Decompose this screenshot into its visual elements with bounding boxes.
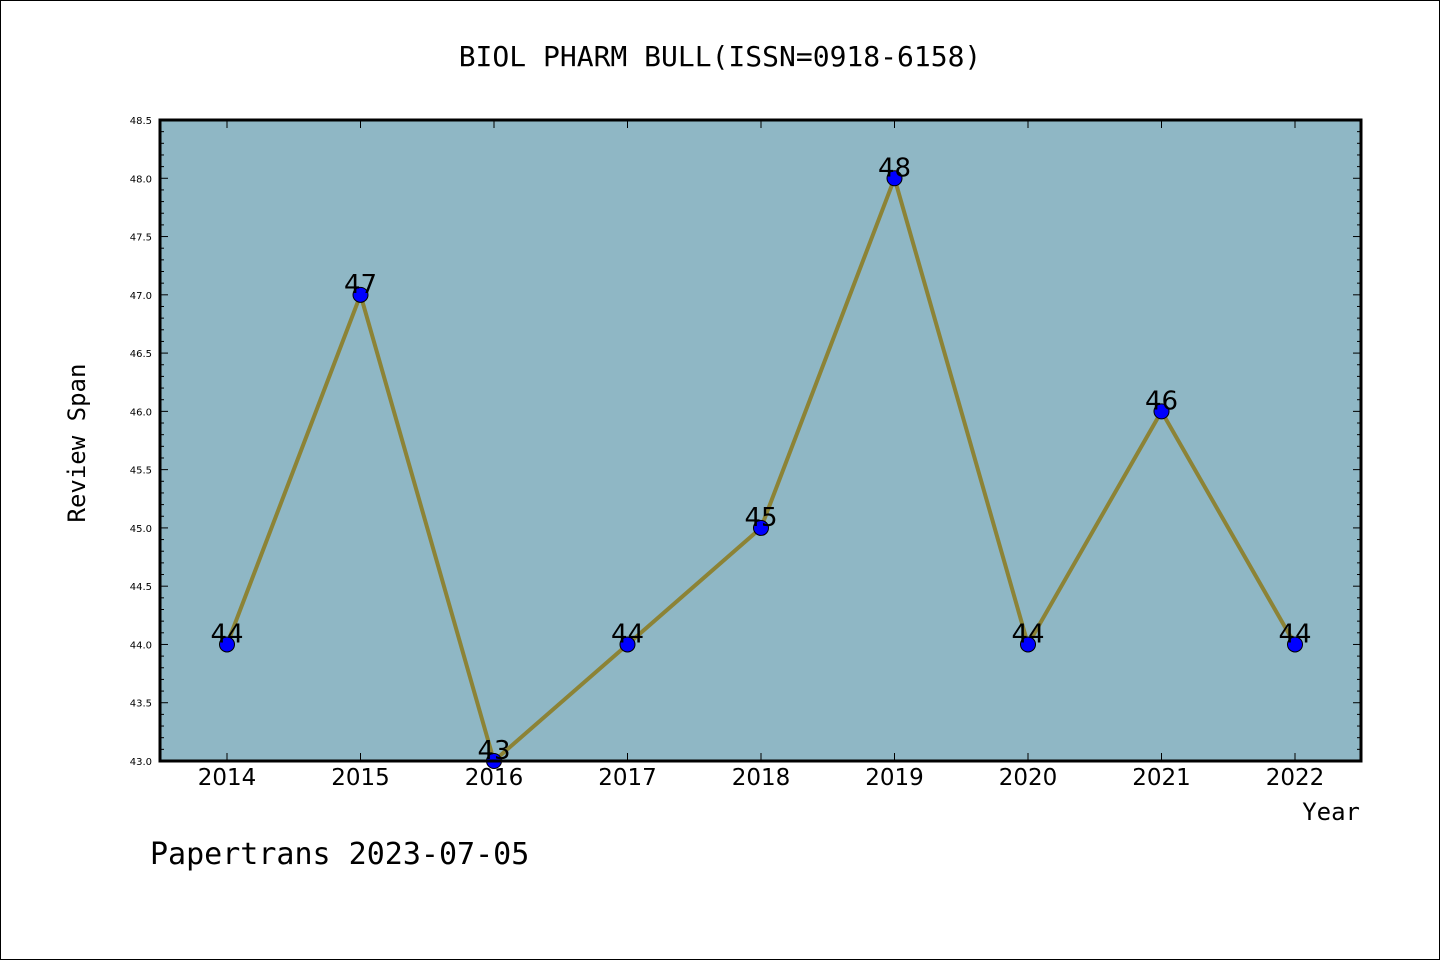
footer-credit: Papertrans 2023-07-05: [150, 837, 529, 872]
y-tick-label: 48.0: [130, 174, 152, 185]
data-point: [886, 170, 903, 187]
y-tick-label: 45.0: [130, 524, 152, 535]
y-tick-label: 44.5: [130, 582, 152, 593]
y-axis-label: Review Span: [63, 364, 91, 523]
data-point: [753, 519, 769, 536]
data-point: [219, 636, 235, 653]
data-point: [352, 286, 369, 303]
data-label: 46: [1145, 386, 1178, 416]
x-axis: 2014 2015 2016 2017 2018 2019 2020 2021 2022: [198, 120, 1325, 791]
y-tick-label: 46.5: [130, 349, 152, 360]
y-tick-label: 47.0: [130, 291, 152, 302]
x-tick-label: 2017: [598, 765, 657, 791]
data-label: 44: [1011, 619, 1044, 649]
y-tick-label: 44.0: [130, 640, 152, 651]
data-point: [1020, 636, 1036, 653]
y-tick-label: 46.0: [130, 407, 152, 418]
plot-area: [160, 120, 1361, 761]
x-tick-label: 2022: [1266, 765, 1325, 791]
x-tick-label: 2019: [865, 765, 924, 791]
x-tick-label: 2021: [1132, 765, 1191, 791]
data-label: 44: [1278, 619, 1311, 649]
y-tick-label: 45.5: [130, 466, 152, 477]
x-tick-label: 2015: [331, 765, 390, 791]
data-label: 45: [744, 503, 777, 533]
x-axis-label: Year: [1302, 798, 1360, 826]
data-label: 44: [210, 619, 243, 649]
chart-title: BIOL PHARM BULL(ISSN=0918-6158): [459, 40, 982, 73]
y-tick-label: 47.5: [130, 233, 152, 244]
data-point: [1287, 636, 1303, 653]
series-markers: [219, 170, 1303, 769]
plot-frame: [158, 118, 1363, 763]
data-point: [1153, 403, 1170, 420]
data-point: [619, 636, 636, 653]
data-label: 48: [878, 153, 911, 183]
x-tick-label: 2016: [465, 765, 524, 791]
data-label: 47: [344, 270, 377, 300]
x-tick-label: 2014: [198, 765, 257, 791]
y-tick-label: 48.5: [130, 116, 152, 127]
x-tick-label: 2020: [999, 765, 1058, 791]
y-tick-label: 43.0: [130, 757, 152, 768]
y-tick-label: 43.5: [130, 699, 152, 710]
data-label: 44: [611, 619, 644, 649]
x-tick-label: 2018: [732, 765, 791, 791]
